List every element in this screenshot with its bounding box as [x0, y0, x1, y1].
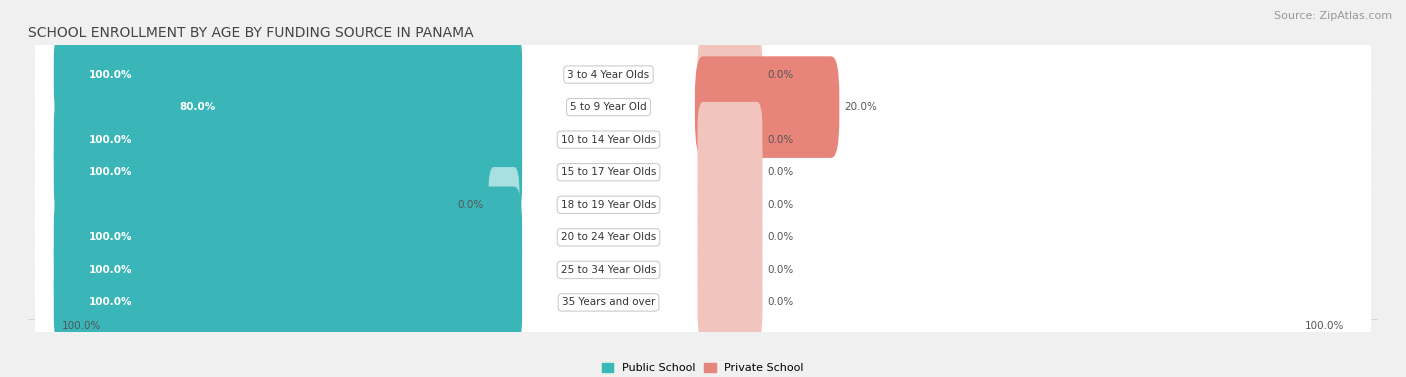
Text: 10 to 14 Year Olds: 10 to 14 Year Olds [561, 135, 657, 145]
Text: 100.0%: 100.0% [89, 297, 132, 308]
FancyBboxPatch shape [697, 135, 762, 210]
Text: 0.0%: 0.0% [768, 232, 793, 242]
FancyBboxPatch shape [35, 92, 1371, 253]
FancyBboxPatch shape [53, 89, 522, 190]
Text: 0.0%: 0.0% [768, 297, 793, 308]
Text: 5 to 9 Year Old: 5 to 9 Year Old [571, 102, 647, 112]
FancyBboxPatch shape [35, 26, 1371, 188]
Text: 100.0%: 100.0% [89, 135, 132, 145]
Text: 80.0%: 80.0% [180, 102, 215, 112]
Text: 15 to 17 Year Olds: 15 to 17 Year Olds [561, 167, 657, 177]
Text: 18 to 19 Year Olds: 18 to 19 Year Olds [561, 200, 657, 210]
Text: 0.0%: 0.0% [768, 167, 793, 177]
FancyBboxPatch shape [35, 222, 1371, 377]
Text: 100.0%: 100.0% [89, 265, 132, 275]
FancyBboxPatch shape [697, 199, 762, 275]
Text: 100.0%: 100.0% [89, 167, 132, 177]
Text: 0.0%: 0.0% [768, 135, 793, 145]
FancyBboxPatch shape [697, 37, 762, 112]
Text: 20 to 24 Year Olds: 20 to 24 Year Olds [561, 232, 657, 242]
Text: 100.0%: 100.0% [89, 69, 132, 80]
FancyBboxPatch shape [697, 265, 762, 340]
FancyBboxPatch shape [35, 156, 1371, 318]
Legend: Public School, Private School: Public School, Private School [598, 359, 808, 377]
FancyBboxPatch shape [695, 56, 839, 158]
FancyBboxPatch shape [35, 124, 1371, 285]
Text: 100.0%: 100.0% [1305, 321, 1344, 331]
Text: 0.0%: 0.0% [768, 69, 793, 80]
FancyBboxPatch shape [35, 0, 1371, 155]
Text: 100.0%: 100.0% [89, 232, 132, 242]
Text: 0.0%: 0.0% [457, 200, 484, 210]
FancyBboxPatch shape [697, 232, 762, 308]
FancyBboxPatch shape [488, 167, 519, 242]
FancyBboxPatch shape [145, 56, 522, 158]
Text: 0.0%: 0.0% [768, 265, 793, 275]
FancyBboxPatch shape [53, 121, 522, 223]
Text: 100.0%: 100.0% [62, 321, 101, 331]
Text: 3 to 4 Year Olds: 3 to 4 Year Olds [568, 69, 650, 80]
Text: 20.0%: 20.0% [845, 102, 877, 112]
FancyBboxPatch shape [697, 102, 762, 178]
FancyBboxPatch shape [53, 219, 522, 321]
Text: 25 to 34 Year Olds: 25 to 34 Year Olds [561, 265, 657, 275]
Text: 35 Years and over: 35 Years and over [562, 297, 655, 308]
FancyBboxPatch shape [35, 189, 1371, 351]
FancyBboxPatch shape [53, 24, 522, 125]
Text: Source: ZipAtlas.com: Source: ZipAtlas.com [1274, 11, 1392, 21]
Text: SCHOOL ENROLLMENT BY AGE BY FUNDING SOURCE IN PANAMA: SCHOOL ENROLLMENT BY AGE BY FUNDING SOUR… [28, 26, 474, 40]
FancyBboxPatch shape [53, 252, 522, 353]
Text: 0.0%: 0.0% [768, 200, 793, 210]
FancyBboxPatch shape [35, 59, 1371, 221]
FancyBboxPatch shape [53, 187, 522, 288]
FancyBboxPatch shape [697, 167, 762, 242]
